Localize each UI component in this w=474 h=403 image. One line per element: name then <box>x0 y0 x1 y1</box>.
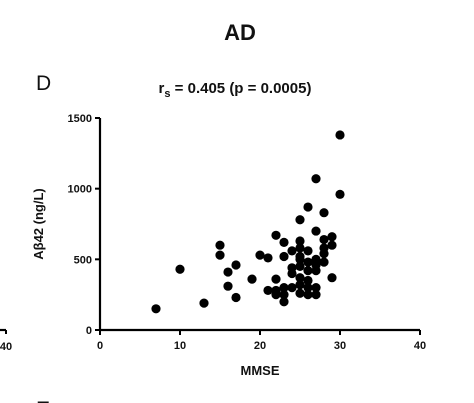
stat-subscript: s <box>164 88 170 100</box>
panel-letter: D <box>36 72 51 95</box>
data-point <box>271 274 281 284</box>
data-point <box>303 202 313 212</box>
data-point <box>319 234 329 245</box>
data-point <box>199 298 209 308</box>
data-point <box>295 243 305 253</box>
data-point <box>287 263 297 273</box>
data-point <box>327 273 337 283</box>
data-point <box>319 257 329 267</box>
x-tick-label: 30 <box>334 340 346 352</box>
data-point <box>335 130 345 140</box>
data-point <box>215 240 225 250</box>
x-tick-label: 20 <box>254 340 266 352</box>
y-tick-label: 1000 <box>68 184 92 196</box>
data-point <box>303 257 313 267</box>
data-point <box>295 288 305 298</box>
x-tick-label: 10 <box>174 340 186 352</box>
data-point <box>335 189 345 199</box>
data-point <box>319 208 329 218</box>
data-point <box>271 285 281 296</box>
data-point <box>295 261 305 271</box>
data-point <box>303 275 313 286</box>
data-point <box>295 251 305 262</box>
data-point <box>303 246 313 256</box>
x-tick-label: 40 <box>414 340 426 352</box>
data-point <box>279 237 289 247</box>
x-tick-label: 0 <box>97 340 103 352</box>
data-point <box>327 232 337 242</box>
stat-annotation: rs = 0.405 (p = 0.0005) <box>159 80 312 100</box>
data-point <box>303 283 313 293</box>
y-axis-ticks: 0 500 1000 1500 <box>68 113 100 337</box>
x-axis-ticks: 0 10 20 30 40 <box>97 330 426 352</box>
data-point <box>295 273 305 283</box>
data-point <box>175 264 185 274</box>
data-point <box>295 215 305 225</box>
x-axis-label: MMSE <box>241 363 280 378</box>
stat-r-symbol: r <box>159 80 165 97</box>
y-axis-label: Aβ42 (ng/L) <box>31 188 46 260</box>
data-point <box>215 250 225 260</box>
data-point <box>263 285 273 296</box>
data-point <box>311 283 321 293</box>
data-point <box>279 297 289 307</box>
data-point <box>303 290 313 300</box>
data-point <box>223 281 233 291</box>
data-point <box>223 267 233 277</box>
data-point <box>303 266 313 276</box>
data-point <box>231 292 241 303</box>
data-point <box>271 230 281 240</box>
stat-value: = 0.405 (p = 0.0005) <box>171 80 312 97</box>
data-point <box>311 226 321 236</box>
data-point <box>287 283 297 293</box>
data-point <box>319 249 329 259</box>
data-point <box>263 253 273 263</box>
data-point <box>287 246 297 256</box>
data-point <box>311 260 321 270</box>
y-tick-label: 0 <box>86 325 92 337</box>
y-tick-label: 500 <box>74 254 92 266</box>
next-panel-letter: E <box>36 398 50 403</box>
data-point <box>327 240 337 250</box>
data-point <box>279 290 289 300</box>
data-point <box>311 174 321 184</box>
group-title: AD <box>224 20 256 45</box>
data-point <box>279 251 289 262</box>
y-tick-label: 1500 <box>68 113 92 125</box>
left-panel-tick-label: 40 <box>0 341 12 353</box>
data-point <box>295 236 305 246</box>
data-point <box>311 290 321 300</box>
data-point <box>231 260 241 270</box>
data-point <box>151 304 161 314</box>
data-point <box>279 283 289 293</box>
data-point <box>247 274 257 284</box>
data-point <box>255 250 265 260</box>
data-points <box>151 130 345 314</box>
data-point <box>295 280 305 290</box>
